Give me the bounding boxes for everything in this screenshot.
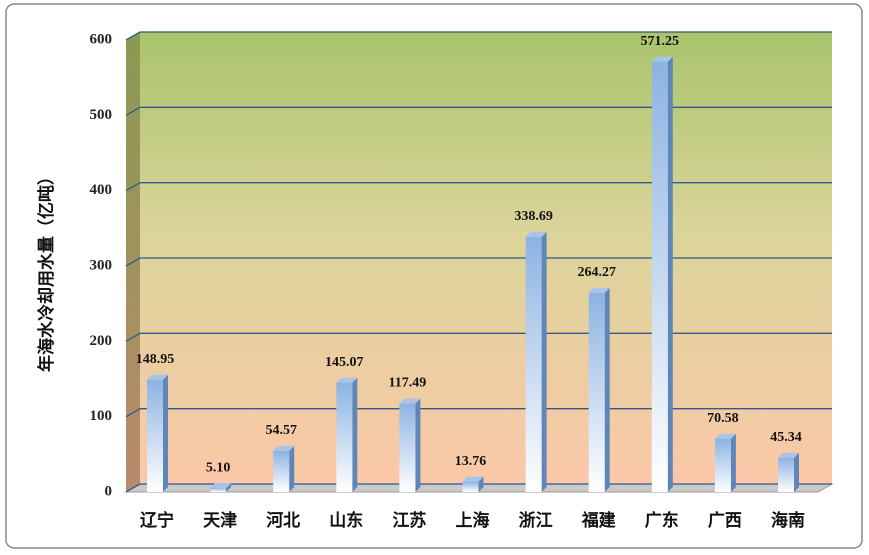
bar-side — [226, 483, 232, 492]
value-label: 70.58 — [707, 411, 739, 426]
x-tick-label: 福建 — [581, 510, 616, 530]
value-label: 145.07 — [325, 355, 364, 370]
x-tick-label: 辽宁 — [140, 510, 174, 530]
bar — [336, 382, 353, 492]
grid-line-side — [125, 31, 141, 41]
x-tick-label: 浙江 — [519, 510, 553, 530]
bar-side — [478, 476, 484, 492]
x-tick-label: 海南 — [771, 510, 805, 530]
x-tick-label: 河北 — [266, 511, 300, 530]
bar-top — [525, 231, 547, 237]
bar-side — [794, 452, 799, 492]
y-tick-label: 100 — [90, 408, 113, 424]
x-tick-label: 江苏 — [392, 510, 426, 530]
value-label: 264.27 — [577, 265, 616, 280]
value-label: 5.10 — [206, 460, 231, 475]
value-label: 54.57 — [265, 423, 297, 438]
bar-side — [289, 445, 295, 492]
y-tick-label: 600 — [90, 31, 113, 47]
bar-side — [541, 231, 547, 493]
bar-side — [415, 398, 421, 492]
value-label: 13.76 — [455, 454, 487, 469]
y-tick-label: 300 — [90, 257, 113, 273]
bar-top — [462, 476, 484, 482]
y-axis-label: 年海水冷却用水量（亿吨） — [36, 168, 56, 372]
value-label: 571.25 — [641, 34, 680, 49]
x-tick-label: 山东 — [329, 510, 363, 530]
bar — [147, 379, 163, 492]
x-tick-label: 天津 — [203, 510, 237, 530]
grid-line-side — [125, 182, 141, 192]
y-tick-label: 500 — [90, 107, 113, 123]
value-label: 338.69 — [514, 209, 553, 224]
y-tick-label: 0 — [105, 483, 113, 499]
x-tick-label: 上海 — [456, 510, 490, 530]
grid-line-side — [125, 332, 141, 342]
bar-top — [399, 398, 421, 404]
bar-side — [352, 377, 358, 492]
value-label: 45.34 — [770, 430, 802, 445]
grid-line-side — [125, 257, 141, 267]
grid-line-side — [125, 408, 141, 418]
bar-side — [667, 56, 673, 493]
bar — [778, 457, 794, 492]
x-tick-label: 广西 — [708, 510, 742, 530]
bar-side — [730, 433, 736, 492]
bar — [462, 481, 479, 492]
bar — [714, 438, 731, 492]
bar — [651, 61, 668, 493]
value-label: 148.95 — [136, 352, 175, 367]
bar-top — [651, 56, 673, 62]
bar-top — [147, 374, 168, 380]
bar-top — [714, 433, 736, 439]
bar — [399, 403, 416, 492]
x-tick-label: 广东 — [645, 510, 679, 530]
bar-top — [273, 445, 295, 451]
grid-line-side — [125, 483, 141, 493]
bar-side — [163, 374, 168, 492]
bar — [273, 450, 290, 492]
bar-side — [604, 287, 610, 492]
bar — [588, 292, 605, 492]
y-tick-label: 400 — [90, 182, 113, 198]
y-tick-label: 200 — [90, 333, 113, 349]
grid-line-side — [125, 106, 141, 116]
value-label: 117.49 — [389, 376, 427, 391]
bar — [210, 488, 227, 492]
bar — [525, 236, 542, 492]
bar-top — [336, 377, 358, 383]
bar-top — [210, 483, 232, 489]
bar-top — [778, 452, 799, 458]
bar-top — [588, 287, 610, 293]
